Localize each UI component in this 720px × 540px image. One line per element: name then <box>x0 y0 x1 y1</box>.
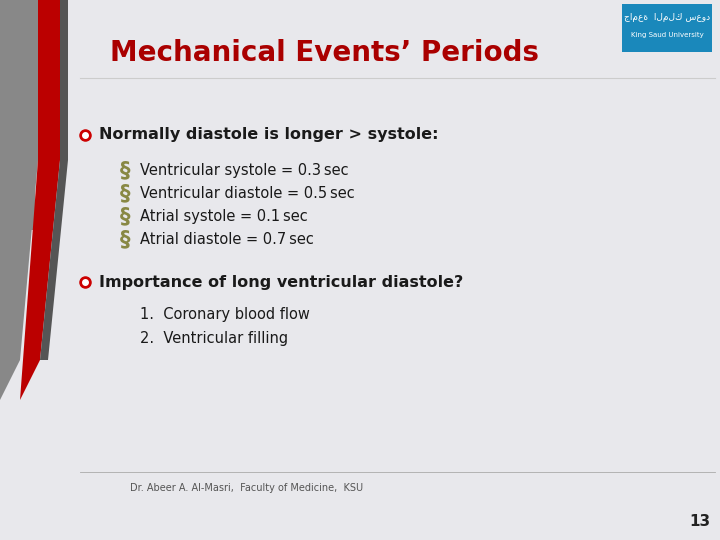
Polygon shape <box>0 0 10 330</box>
Polygon shape <box>20 0 60 400</box>
Text: Ventricular systole = 0.3 sec: Ventricular systole = 0.3 sec <box>140 163 348 178</box>
Text: Atrial diastole = 0.7 sec: Atrial diastole = 0.7 sec <box>140 232 314 246</box>
FancyBboxPatch shape <box>622 4 712 52</box>
Text: Ventricular diastole = 0.5 sec: Ventricular diastole = 0.5 sec <box>140 186 355 200</box>
Polygon shape <box>0 0 35 230</box>
Text: §: § <box>120 206 130 226</box>
Text: Atrial systole = 0.1 sec: Atrial systole = 0.1 sec <box>140 208 307 224</box>
Text: 2.  Ventricular filling: 2. Ventricular filling <box>140 330 288 346</box>
Text: §: § <box>120 183 130 203</box>
Text: Dr. Abeer A. Al-Masri,  Faculty of Medicine,  KSU: Dr. Abeer A. Al-Masri, Faculty of Medici… <box>130 483 363 493</box>
Text: §: § <box>120 160 130 180</box>
Text: Normally diastole is longer > systole:: Normally diastole is longer > systole: <box>99 127 438 143</box>
Polygon shape <box>0 0 38 400</box>
Text: King Saud University: King Saud University <box>631 32 703 38</box>
Text: جامعة  الملك سعود: جامعة الملك سعود <box>624 13 710 22</box>
Text: §: § <box>120 229 130 249</box>
Text: 13: 13 <box>689 515 710 530</box>
Text: Mechanical Events’ Periods: Mechanical Events’ Periods <box>110 39 539 67</box>
Text: 1.  Coronary blood flow: 1. Coronary blood flow <box>140 307 310 322</box>
Polygon shape <box>40 0 68 360</box>
Text: Importance of long ventricular diastole?: Importance of long ventricular diastole? <box>99 274 463 289</box>
